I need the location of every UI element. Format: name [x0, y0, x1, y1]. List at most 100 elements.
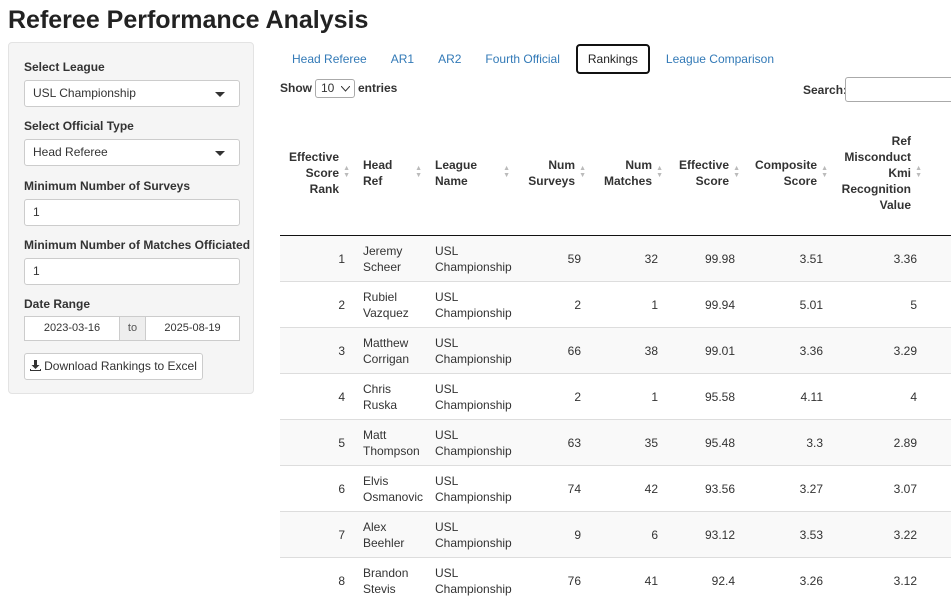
rankings-table: Effective Score Rank ▲ ▼ Head Ref ▲ ▼ League N…: [280, 110, 951, 601]
table-cell: USL Championship: [427, 465, 515, 512]
tab[interactable]: League Comparison: [665, 52, 774, 66]
select-value: 10: [321, 81, 335, 95]
table-cell: 63: [515, 419, 591, 466]
table-cell: 2: [515, 281, 591, 328]
table-cell: USL Championship: [427, 281, 515, 328]
table-cell: 99.94: [668, 281, 745, 328]
min-surveys-input[interactable]: 1: [24, 199, 240, 226]
date-end[interactable]: 2025-08-19: [145, 316, 240, 341]
tab[interactable]: Rankings: [575, 44, 650, 74]
table-cell: 3: [280, 327, 355, 374]
table-cell: 8: [280, 557, 355, 601]
table-cell: 66: [515, 327, 591, 374]
table-cell: 4.11: [745, 373, 833, 420]
table-cell: 3.36: [745, 327, 833, 374]
table-cell-empty: [927, 419, 951, 466]
table-cell: Alex Beehler: [355, 511, 427, 558]
column-header[interactable]: Ref Misconduct Kmi Recognition Value ▲ ▼: [833, 110, 927, 236]
tab[interactable]: AR2: [438, 52, 462, 66]
download-button[interactable]: Download Rankings to Excel: [24, 353, 203, 380]
table-cell: Matt Thompson: [355, 419, 427, 466]
table-cell: 7: [280, 511, 355, 558]
table-row: 4 Chris Ruska USL Championship 2 1 95.58 4.11 4: [280, 373, 951, 420]
search-input[interactable]: [845, 77, 951, 102]
table-cell: 93.56: [668, 465, 745, 512]
table-cell: 3.26: [745, 557, 833, 601]
table-cell: 2: [515, 373, 591, 420]
table-cell: 3.3: [745, 419, 833, 466]
tab[interactable]: Head Referee: [292, 52, 367, 66]
table-cell: Matthew Corrigan: [355, 327, 427, 374]
column-header[interactable]: Re▲▼: [927, 110, 951, 236]
table-row: 6 Elvis Osmanovic USL Championship 74 42 93.5…: [280, 465, 951, 512]
table-cell: 3.29: [833, 327, 927, 374]
header-label: Effective Score Rank: [288, 149, 339, 196]
table-cell: Chris Ruska: [355, 373, 427, 420]
table-cell: 38: [591, 327, 668, 374]
table-row: 2 Rubiel Vazquez USL Championship 2 1 99.94 5.…: [280, 281, 951, 328]
table-cell: Elvis Osmanovic: [355, 465, 427, 512]
header-label: Num Matches: [603, 157, 652, 188]
column-header[interactable]: Num Matches ▲ ▼: [591, 110, 668, 236]
table-row: 8 Brandon Stevis USL Championship 76 41 92.4 3…: [280, 557, 951, 601]
official-select[interactable]: Head Referee: [24, 139, 240, 166]
table-cell: 93.12: [668, 511, 745, 558]
table-cell: 59: [515, 235, 591, 282]
table-cell-empty: [927, 373, 951, 420]
table-cell: USL Championship: [427, 557, 515, 601]
table-cell: 2.89: [833, 419, 927, 466]
table-cell: 1: [591, 373, 668, 420]
table-cell-empty: [927, 327, 951, 374]
table-cell-empty: [927, 557, 951, 601]
league-select[interactable]: USL Championship: [24, 80, 240, 107]
table-cell: 3.27: [745, 465, 833, 512]
input-value: 1: [33, 264, 40, 278]
date-start[interactable]: 2023-03-16: [24, 316, 120, 341]
table-cell: 99.01: [668, 327, 745, 374]
table-cell: USL Championship: [427, 373, 515, 420]
column-header[interactable]: Composite Score ▲ ▼: [745, 110, 833, 236]
table-cell: Jeremy Scheer: [355, 235, 427, 282]
label: Minimum Number of Matches Officiated: [24, 238, 251, 252]
input-value: 1: [33, 205, 40, 219]
table-wrapper: Effective Score Rank ▲ ▼ Head Ref ▲ ▼ League N…: [280, 110, 951, 601]
search-label: Search:: [803, 83, 848, 97]
label: Select Official Type: [24, 119, 134, 133]
column-header[interactable]: Head Ref ▲ ▼: [355, 110, 427, 236]
table-cell: 1: [280, 235, 355, 282]
table-cell: USL Championship: [427, 419, 515, 466]
table-cell: 32: [591, 235, 668, 282]
header-label: Effective Score: [678, 157, 729, 188]
table-cell: Brandon Stevis: [355, 557, 427, 601]
table-cell: 4: [833, 373, 927, 420]
table-cell-empty: [927, 465, 951, 512]
table-cell: 41: [591, 557, 668, 601]
tab[interactable]: Fourth Official: [485, 52, 560, 66]
table-row: 1 Jeremy Scheer USL Championship 59 32 99.98 3…: [280, 235, 951, 282]
table-cell: 6: [591, 511, 668, 558]
table-cell: 76: [515, 557, 591, 601]
table-cell: Rubiel Vazquez: [355, 281, 427, 328]
header-label: Num Surveys: [528, 157, 575, 188]
table-cell: 1: [591, 281, 668, 328]
column-header[interactable]: League Name ▲ ▼: [427, 110, 515, 236]
label: entries: [358, 81, 398, 95]
table-row: 5 Matt Thompson USL Championship 63 35 95.48 3…: [280, 419, 951, 466]
min-matches-input[interactable]: 1: [24, 258, 240, 285]
date-separator: to: [119, 316, 146, 341]
header-label: Ref Misconduct Kmi Recognition Value: [841, 133, 911, 212]
header-label: League Name: [435, 157, 478, 188]
column-header[interactable]: Effective Score Rank ▲ ▼: [280, 110, 355, 236]
tab[interactable]: AR1: [390, 52, 415, 66]
table-cell: 2: [280, 281, 355, 328]
column-header[interactable]: Effective Score ▲ ▼: [668, 110, 745, 236]
column-header[interactable]: Num Surveys ▲ ▼: [515, 110, 591, 236]
table-cell: 92.4: [668, 557, 745, 601]
header-label: Composite Score: [754, 157, 817, 188]
table-row: 3 Matthew Corrigan USL Championship 66 38 99.…: [280, 327, 951, 374]
table-cell: 3.12: [833, 557, 927, 601]
entries-select[interactable]: 10: [315, 79, 355, 98]
table-cell: USL Championship: [427, 511, 515, 558]
table-cell: 5: [833, 281, 927, 328]
